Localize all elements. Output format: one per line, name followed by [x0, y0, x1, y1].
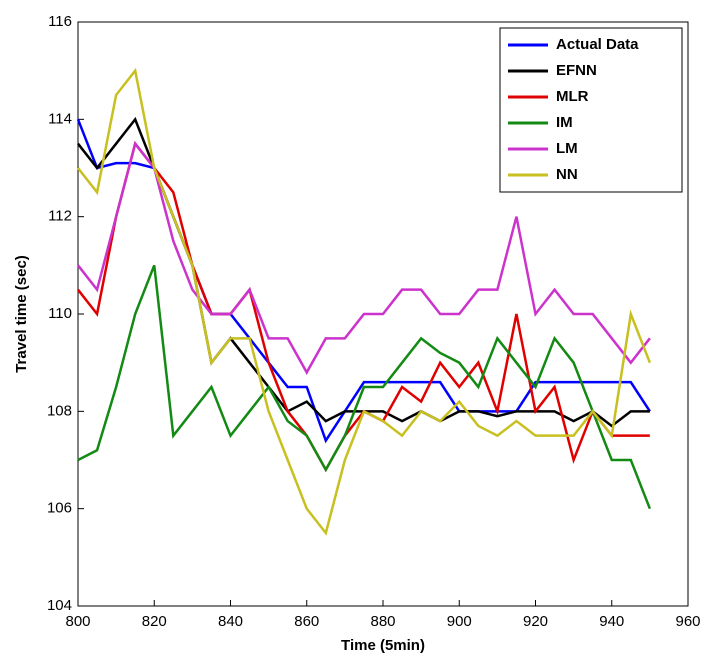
y-tick-label: 106: [47, 500, 72, 517]
legend-label: NN: [556, 166, 578, 183]
legend-label: Actual Data: [556, 36, 639, 53]
series-line: [77, 140, 651, 375]
y-axis-label: Travel time (sec): [13, 255, 30, 373]
x-tick-label: 940: [599, 613, 624, 630]
x-tick-label: 960: [675, 613, 700, 630]
x-tick-label: 840: [218, 613, 243, 630]
y-tick-label: 116: [48, 13, 72, 30]
y-tick-label: 110: [48, 305, 72, 322]
legend-label: IM: [556, 114, 573, 131]
x-axis-label: Time (5min): [341, 637, 425, 654]
x-tick-label: 880: [370, 613, 395, 630]
legend-label: LM: [556, 140, 578, 157]
y-tick-label: 104: [47, 597, 72, 614]
x-tick-label: 800: [65, 613, 90, 630]
legend-label: EFNN: [556, 62, 597, 79]
series-line: [77, 264, 652, 510]
x-tick-label: 900: [447, 613, 472, 630]
x-tick-label: 820: [142, 613, 167, 630]
x-tick-label: 860: [294, 613, 319, 630]
y-tick-label: 108: [47, 402, 72, 419]
legend-box: [499, 27, 683, 193]
y-tick-label: 112: [48, 208, 72, 225]
y-tick-label: 114: [48, 110, 72, 127]
series-line: [77, 67, 652, 536]
legend-label: MLR: [556, 88, 589, 105]
x-tick-label: 920: [523, 613, 548, 630]
